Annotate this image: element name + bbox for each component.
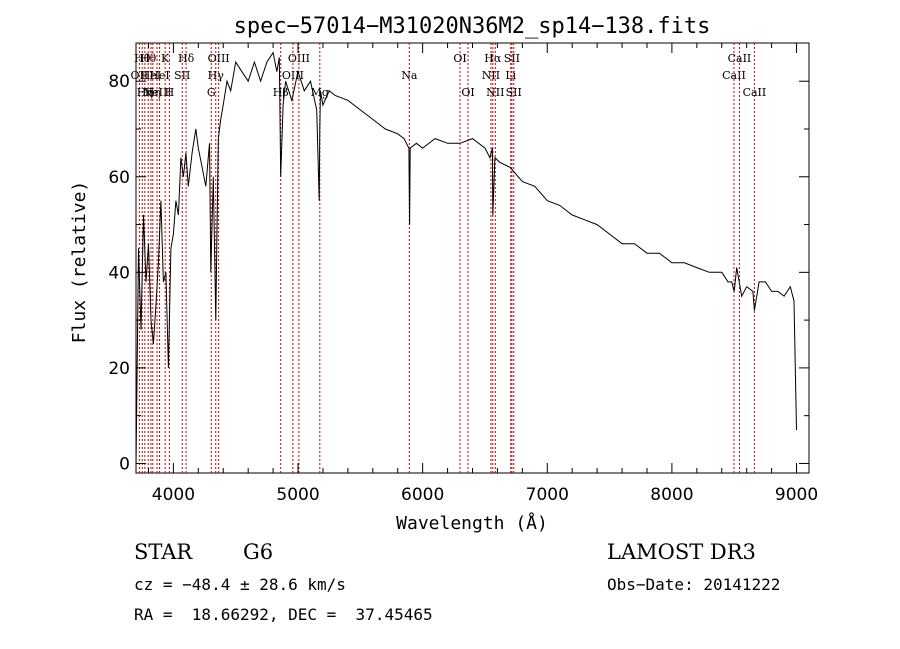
line-label: CaII — [728, 52, 752, 65]
y-tick-label: 60 — [108, 168, 130, 188]
line-label: Li — [505, 69, 516, 82]
line-label: HeI — [149, 69, 169, 82]
line-label: SII — [506, 86, 522, 99]
y-tick-label: 40 — [108, 263, 130, 283]
x-tick-label: 7000 — [526, 485, 569, 505]
plot-frame — [135, 42, 810, 474]
sky-coordinates: RA = 18.66292, DEC = 37.45465 — [134, 605, 433, 624]
line-label: CaII — [722, 69, 746, 82]
line-label: NII — [486, 86, 504, 99]
line-label: NII — [482, 69, 500, 82]
line-label: Hγ — [208, 69, 225, 82]
y-tick-label: 0 — [119, 454, 130, 474]
line-label: Hη — [137, 86, 153, 99]
line-label: OIII — [208, 52, 230, 65]
line-label: OII — [131, 69, 149, 82]
spectral-line-markers: OIIHθHηHθHeIHηNeIIIHeIKHSIIHδGHγOIIIHβOI… — [131, 43, 767, 473]
y-axis: 0 20 40 60 80 — [108, 72, 809, 474]
x-tick-label: 4000 — [152, 485, 195, 505]
flux-series-line — [135, 51, 797, 469]
line-label: Hβ — [273, 86, 289, 99]
observation-date: Obs−Date: 20141222 — [607, 575, 781, 594]
x-axis-label: Wavelength (Å) — [396, 512, 548, 534]
x-tick-label: 5000 — [276, 485, 319, 505]
line-label: Hδ — [178, 52, 195, 65]
line-label: SII — [174, 69, 190, 82]
x-axis: 4000 5000 6000 7000 8000 9000 — [147, 43, 818, 505]
line-label: H — [165, 86, 175, 99]
line-label: SII — [504, 52, 520, 65]
object-subclass: G6 — [243, 540, 274, 564]
x-tick-label: 6000 — [401, 485, 444, 505]
line-label: Hθ — [140, 52, 157, 65]
line-label: OI — [461, 86, 474, 99]
line-label: NeIII — [142, 86, 171, 99]
line-label: HeI — [141, 69, 161, 82]
line-label: Mg — [311, 86, 329, 99]
line-label: Hα — [484, 52, 502, 65]
object-class: STAR — [134, 540, 193, 564]
spectrum-plot: spec−57014−M31020N36M2_sp14−138.fits OII… — [69, 14, 818, 534]
line-label: CaII — [743, 86, 767, 99]
line-label: OI — [453, 52, 466, 65]
line-label: Na — [401, 69, 418, 82]
survey-name: LAMOST DR3 — [607, 540, 756, 564]
y-tick-label: 20 — [108, 359, 130, 379]
line-label: Hθ — [134, 52, 151, 65]
y-axis-label: Flux (relative) — [69, 181, 90, 344]
chart-title: spec−57014−M31020N36M2_sp14−138.fits — [234, 14, 711, 39]
line-label: K — [161, 52, 170, 65]
x-tick-label: 8000 — [650, 485, 693, 505]
y-tick-label: 80 — [108, 72, 130, 92]
line-label: OIII — [288, 52, 310, 65]
line-label: G — [207, 86, 216, 99]
redshift-velocity: cz = −48.4 ± 28.6 km/s — [134, 575, 346, 594]
x-tick-label: 9000 — [775, 485, 818, 505]
